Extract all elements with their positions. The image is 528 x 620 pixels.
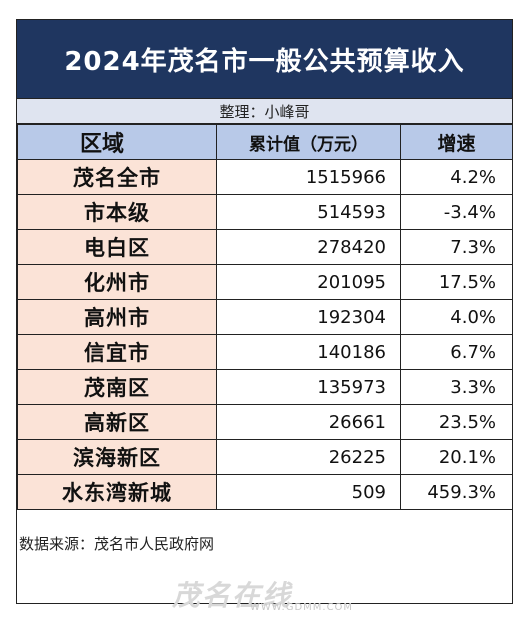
header-row: 区域 累计值（万元） 增速 [17, 124, 513, 160]
row-value: 1515966 [216, 159, 401, 195]
row-growth: 17.5% [400, 264, 513, 300]
row-region: 市本级 [17, 194, 217, 230]
row-region: 化州市 [17, 264, 217, 300]
table-row: 高州市 192304 4.0% [17, 299, 513, 335]
row-growth: 23.5% [400, 404, 513, 440]
table-frame: 2024年茂名市一般公共预算收入 整理：小峰哥 区域 累计值（万元） 增速 茂名… [16, 19, 513, 604]
row-region: 电白区 [17, 229, 217, 265]
row-value: 201095 [216, 264, 401, 300]
row-value: 514593 [216, 194, 401, 230]
row-growth: 4.2% [400, 159, 513, 195]
header-value: 累计值（万元） [216, 124, 401, 160]
watermark-url: WWW.GDMM.COM [250, 602, 354, 613]
header-growth: 增速 [400, 124, 513, 160]
row-growth: 20.1% [400, 439, 513, 475]
table-row: 电白区 278420 7.3% [17, 229, 513, 265]
row-growth: 7.3% [400, 229, 513, 265]
table-row: 市本级 514593 -3.4% [17, 194, 513, 230]
credit-line: 整理：小峰哥 [17, 98, 512, 124]
row-growth: 6.7% [400, 334, 513, 370]
watermark: 茂名在线 WWW.GDMM.COM [172, 574, 352, 614]
row-value: 509 [216, 474, 401, 510]
table-row: 化州市 201095 17.5% [17, 264, 513, 300]
table-row: 水东湾新城 509 459.3% [17, 474, 513, 510]
row-value: 135973 [216, 369, 401, 405]
row-growth: -3.4% [400, 194, 513, 230]
row-growth: 459.3% [400, 474, 513, 510]
revenue-table: 区域 累计值（万元） 增速 茂名全市 1515966 4.2% 市本级 5145… [17, 124, 513, 510]
row-region: 滨海新区 [17, 439, 217, 475]
row-growth: 4.0% [400, 299, 513, 335]
table-row: 茂名全市 1515966 4.2% [17, 159, 513, 195]
table-row: 茂南区 135973 3.3% [17, 369, 513, 405]
row-region: 高新区 [17, 404, 217, 440]
page-title: 2024年茂名市一般公共预算收入 [17, 20, 512, 98]
row-region: 茂名全市 [17, 159, 217, 195]
row-value: 26661 [216, 404, 401, 440]
watermark-logo: 茂名在线 [172, 579, 293, 612]
table-row: 高新区 26661 23.5% [17, 404, 513, 440]
row-region: 信宜市 [17, 334, 217, 370]
header-region: 区域 [17, 124, 217, 160]
row-region: 高州市 [17, 299, 217, 335]
row-value: 192304 [216, 299, 401, 335]
row-value: 278420 [216, 229, 401, 265]
row-growth: 3.3% [400, 369, 513, 405]
row-region: 茂南区 [17, 369, 217, 405]
row-value: 26225 [216, 439, 401, 475]
data-source-note: 数据来源：茂名市人民政府网 [19, 535, 215, 553]
table-row: 滨海新区 26225 20.1% [17, 439, 513, 475]
row-value: 140186 [216, 334, 401, 370]
row-region: 水东湾新城 [17, 474, 217, 510]
table-row: 信宜市 140186 6.7% [17, 334, 513, 370]
